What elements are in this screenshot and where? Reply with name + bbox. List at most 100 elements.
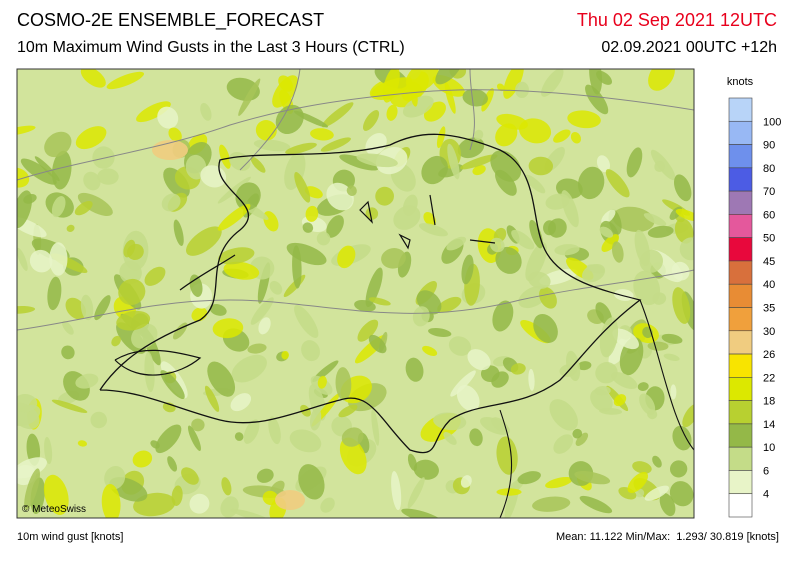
field-patch [371,408,380,446]
field-patch [511,229,535,250]
field-patch [492,300,514,332]
field-patch [310,128,334,141]
field-patch [136,101,171,123]
field-patch [168,127,182,142]
legend-swatch [728,423,753,448]
field-patch [181,467,199,485]
field-patch [448,336,472,356]
legend-label: 14 [763,419,775,431]
field-patch [515,81,529,99]
legend-label: 50 [763,233,775,245]
legend-unit: knots [727,76,754,88]
legend-swatch [728,120,753,145]
field-patch [443,432,457,445]
field-patch [611,241,624,263]
field-patch [496,436,518,475]
legend-label: 90 [763,140,775,152]
field-patch [594,386,611,396]
field-patch [529,219,543,249]
field-patch [167,456,178,472]
field-patch [473,129,484,141]
field-patch [289,429,322,453]
field-patch [541,69,564,97]
field-patch [654,160,665,172]
field-patch [243,419,260,444]
variable-label: 10m wind gust [knots] [17,531,123,543]
field-patch [456,385,480,412]
field-patch [44,436,53,465]
valid-time: Thu 02 Sep 2021 12UTC [577,10,777,30]
field-patch [553,129,571,143]
legend-label: 100 [763,116,781,128]
field-patch [80,294,94,321]
field-patch [144,266,166,286]
field-patch [83,171,101,191]
field-patch [298,464,325,500]
field-patch [316,231,331,246]
field-patch [230,393,252,412]
legend-swatch [728,446,753,471]
field-patch [301,340,320,362]
field-patch [317,375,327,389]
field-patch [230,508,271,518]
field-patch [567,110,601,129]
field-patch [510,363,526,375]
field-patch [462,88,488,107]
field-patch [47,276,62,311]
field-patch [435,69,463,85]
subtitle: 10m Maximum Wind Gusts in the Last 3 Hou… [17,39,405,56]
field-patch [368,297,391,306]
legend-label: 26 [763,349,775,361]
legend-swatch [728,493,753,518]
field-patch [489,237,505,253]
field-patch [421,155,448,185]
field-patch [320,137,351,152]
field-patch [637,382,649,391]
legend-swatch [728,400,753,425]
field-patch [186,226,222,256]
legend-swatch [728,237,753,262]
field-patch [144,351,155,393]
field-patch [599,226,614,238]
field-patch [90,411,108,429]
field-patch [554,244,580,256]
field-patch [412,306,430,327]
field-patch [626,147,643,178]
field-patch [495,246,522,274]
field-patch [663,353,680,361]
field-patch [368,334,387,354]
field-patch [528,368,535,391]
field-patch [601,209,616,224]
field-patch [268,416,281,445]
title: COSMO-2E ENSEMBLE_FORECAST [17,10,324,31]
legend-label: 6 [763,465,769,477]
field-patch [66,224,75,232]
field-patch [467,349,491,371]
legend-label: 40 [763,279,775,291]
field-patch [601,234,620,252]
field-patch [670,384,677,400]
field-patch [77,440,88,447]
legend-label: 35 [763,303,775,315]
field-patch [393,205,421,230]
field-patch [49,242,68,276]
field-patch [472,165,486,176]
field-patch [157,106,179,129]
field-patch [250,297,274,325]
field-patch [101,483,121,518]
field-patch [247,343,267,354]
field-patch [104,465,126,490]
field-patch [433,412,467,431]
field-patch [209,304,227,316]
field-patch [365,207,379,220]
map-area [17,69,694,518]
field-patch [428,327,452,337]
field-patch [62,320,74,335]
legend-swatch [728,283,753,308]
field-patch [118,278,146,305]
field-patch [671,261,690,281]
boundaries [17,69,694,518]
field-patch [262,490,279,506]
